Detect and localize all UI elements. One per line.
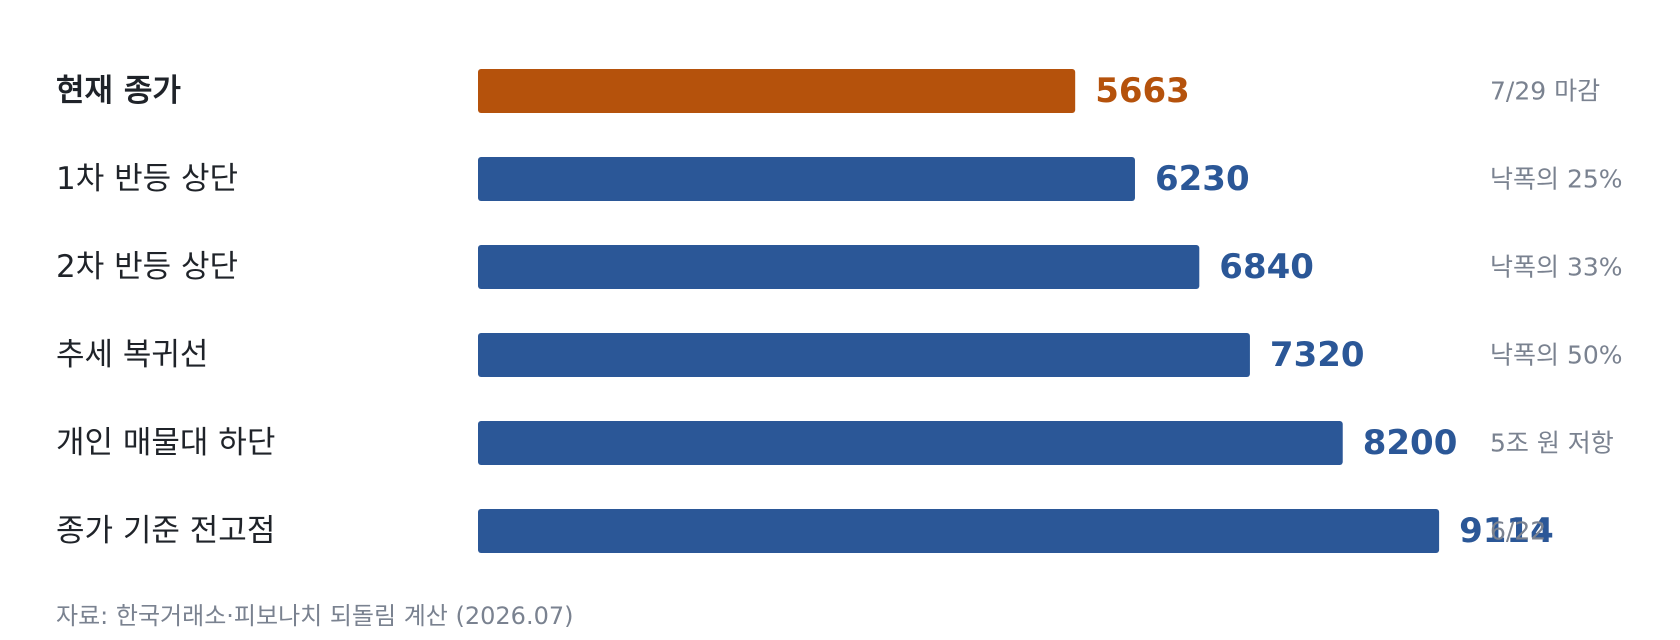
category-label: 1차 반등 상단	[56, 161, 238, 197]
category-label: 현재 종가	[56, 73, 181, 109]
bar	[478, 69, 1076, 113]
value-label: 7320	[1270, 335, 1365, 375]
note-label: 낙폭의 25%	[1490, 165, 1623, 194]
value-label: 6840	[1219, 247, 1314, 287]
note-label: 7/29 마감	[1490, 77, 1600, 106]
source-note: 자료: 한국거래소·피보나치 되돌림 계산 (2026.07)	[56, 602, 574, 630]
bar	[478, 245, 1200, 289]
value-label: 8200	[1363, 423, 1458, 463]
note-label: 6/22	[1490, 517, 1546, 546]
category-label: 종가 기준 전고점	[56, 513, 275, 549]
value-label: 9114	[1459, 511, 1554, 551]
category-label: 추세 복귀선	[56, 337, 208, 373]
bar	[478, 421, 1343, 465]
category-label: 2차 반등 상단	[56, 249, 238, 285]
note-label: 5조 원 저항	[1490, 429, 1614, 458]
note-label: 낙폭의 50%	[1490, 341, 1623, 370]
bar	[478, 333, 1250, 377]
note-label: 낙폭의 33%	[1490, 253, 1623, 282]
bar	[478, 509, 1440, 553]
bar	[478, 157, 1135, 201]
value-label: 6230	[1155, 159, 1250, 199]
value-label: 5663	[1095, 71, 1190, 111]
category-label: 개인 매물대 하단	[56, 425, 275, 461]
